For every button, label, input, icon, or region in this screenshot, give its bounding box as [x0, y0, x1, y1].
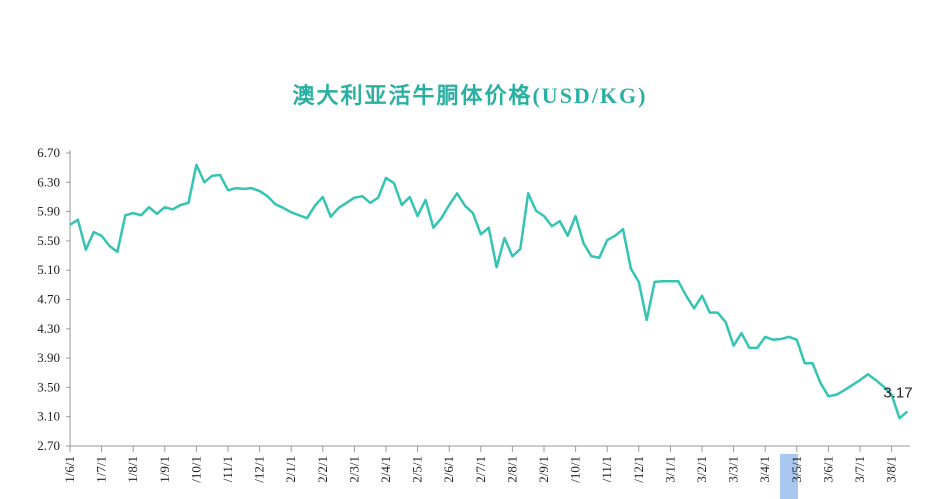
y-tick-label: 6.70 [37, 145, 60, 160]
x-tick-label: /12/1 [631, 456, 646, 483]
x-tick-label: 2/2/1 [315, 456, 330, 483]
x-tick-label: 3/1/1 [662, 456, 677, 483]
y-tick-label: 5.50 [37, 233, 60, 248]
x-tick-label: 3/4/1 [757, 456, 772, 483]
selection-highlight [780, 454, 798, 499]
x-tick-label: 3/8/1 [884, 456, 899, 483]
x-tick-label: /10/1 [188, 456, 203, 483]
x-tick-label: 2/1/1 [283, 456, 298, 483]
y-tick-label: 3.10 [37, 409, 60, 424]
y-tick-label: 5.10 [37, 262, 60, 277]
y-tick-label: 3.90 [37, 350, 60, 365]
y-tick-label: 2.70 [37, 438, 60, 453]
x-tick-label: 1/7/1 [94, 456, 109, 483]
x-tick-label: 2/6/1 [441, 456, 456, 483]
x-tick-label: 2/8/1 [504, 456, 519, 483]
x-tick-label: 2/9/1 [536, 456, 551, 483]
x-tick-label: /11/1 [599, 456, 614, 482]
x-tick-label: 2/4/1 [378, 456, 393, 483]
x-tick-label: /10/1 [568, 456, 583, 483]
price-line [69, 163, 909, 420]
y-tick-label: 4.30 [37, 321, 60, 336]
x-tick-label: /11/1 [220, 456, 235, 482]
x-tick-label: 2/5/1 [410, 456, 425, 483]
x-tick-label: 1/9/1 [157, 456, 172, 483]
x-tick-label: 3/5/1 [789, 456, 804, 483]
x-tick-label: 2/3/1 [346, 456, 361, 483]
x-tick-label: 1/6/1 [62, 456, 77, 483]
y-tick-label: 3.50 [37, 379, 60, 394]
chart-title: 澳大利亚活牛胴体价格(USD/KG) [292, 83, 647, 108]
x-tick-label: 3/2/1 [694, 456, 709, 483]
value-label: 3.17 [883, 385, 912, 402]
y-tick-label: 5.90 [37, 204, 60, 219]
y-tick-label: 6.30 [37, 174, 60, 189]
x-tick-label: 2/7/1 [473, 456, 488, 483]
x-tick-label: /12/1 [252, 456, 267, 483]
x-tick-label: 3/7/1 [852, 456, 867, 483]
x-tick-label: 1/8/1 [125, 456, 140, 483]
x-tick-label: 3/3/1 [726, 456, 741, 483]
x-tick-label: 3/6/1 [820, 456, 835, 483]
y-tick-label: 4.70 [37, 292, 60, 307]
